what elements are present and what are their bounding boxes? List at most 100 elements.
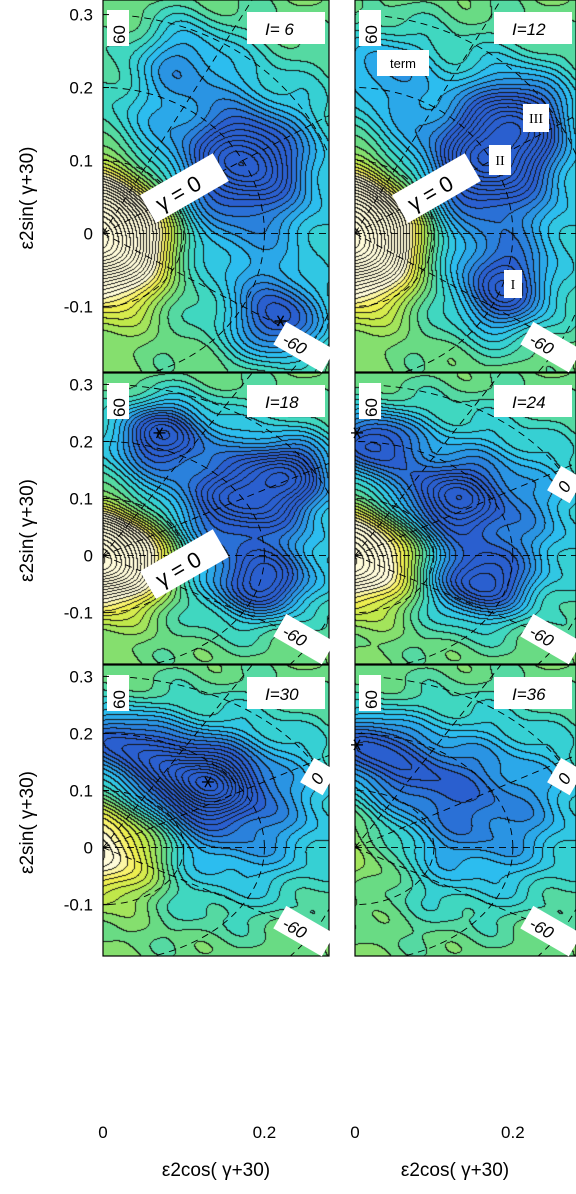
y-tick-label: 0.2 <box>69 79 93 98</box>
annotation-iii: III <box>523 104 549 132</box>
spin-label: I=36 <box>494 677 572 709</box>
y-tick-label: -0.1 <box>64 297 93 316</box>
gamma-60-label: 60 <box>107 675 129 711</box>
energy-surface <box>103 373 329 664</box>
x-axis-label: ε2cos( γ+30) <box>162 1160 270 1181</box>
gamma-zero-label: 0 <box>547 466 576 504</box>
minimum-marker <box>351 739 363 751</box>
spin-label-text: I=12 <box>512 20 546 39</box>
y-tick-label: -0.1 <box>64 896 93 915</box>
beta-circle <box>355 790 435 906</box>
x-tick-label: 0.2 <box>253 1123 277 1142</box>
panel-frame <box>354 372 576 665</box>
gamma-60-label: 60 <box>359 675 381 711</box>
svg-text:60: 60 <box>110 690 129 709</box>
beta-circle <box>103 441 265 664</box>
y-tick-label: 0 <box>84 547 93 566</box>
x-axes: 0 0.2 ε2cos( γ+30) 0 0.2 ε2cos( γ+30) <box>98 1123 524 1181</box>
spin-label: I=24 <box>494 385 572 417</box>
y-tick-label: 0 <box>84 839 93 858</box>
beta-circle <box>355 498 435 614</box>
panel-frame <box>354 664 576 957</box>
gamma-ray <box>103 232 104 234</box>
spin-label-text: I=30 <box>265 685 299 704</box>
panel-frame <box>102 0 330 373</box>
annotation-term: term <box>377 50 429 76</box>
minimum-marker <box>201 776 214 788</box>
beta-circle <box>103 790 185 906</box>
y-tick-label: 0.3 <box>69 667 93 686</box>
y-tick-label: 0.2 <box>69 432 93 451</box>
svg-text:60: 60 <box>362 25 381 44</box>
energy-surface <box>103 665 329 956</box>
y-axis-3: 0.3 0.2 0.1 0 -0.1 ε2sin( γ+30) <box>17 667 109 915</box>
gamma-minus60-label: -60 <box>520 905 576 957</box>
spin-label: I=30 <box>247 677 325 709</box>
y-axes: 0.3 0.2 0.1 0 -0.1 ε2sin( γ+30) 0.3 0.2 0.1 0 -0.1… <box>17 6 109 915</box>
y-tick-label: 0.1 <box>69 490 93 509</box>
panel-frame <box>354 0 576 373</box>
beta-circle <box>355 733 514 956</box>
x-axis-label: ε2cos( γ+30) <box>401 1160 509 1181</box>
gamma-60-label: 60 <box>107 10 129 46</box>
x-tick-label: 0 <box>98 1123 107 1142</box>
gamma-60-label: 60 <box>359 383 381 419</box>
svg-text:I: I <box>511 278 516 293</box>
minimum-marker <box>153 427 166 439</box>
svg-text:II: II <box>495 154 505 169</box>
gamma-ray <box>103 233 329 352</box>
gamma-ray <box>355 233 576 352</box>
panel-1: I= 660-60γ = 0 <box>102 0 335 373</box>
spin-label-text: I= 6 <box>265 20 294 39</box>
svg-text:60: 60 <box>110 398 129 417</box>
svg-text:term: term <box>390 56 416 71</box>
beta-circle <box>103 733 265 956</box>
minimum-marker <box>274 315 287 327</box>
panel-frame <box>102 372 330 665</box>
y-axis-2: 0.3 0.2 0.1 0 -0.1 ε2sin( γ+30) <box>17 375 109 623</box>
annotation-i: I <box>504 270 522 298</box>
x-tick-label: 0.2 <box>501 1123 525 1142</box>
spin-label-text: I=24 <box>512 393 546 412</box>
gamma-zero-label: 0 <box>300 758 337 796</box>
beta-circle <box>355 160 435 307</box>
y-axis-label: ε2sin( γ+30) <box>17 771 38 874</box>
gamma-zero-label: 0 <box>547 758 576 796</box>
spin-label: I=12 <box>494 12 572 44</box>
gamma-minus60-label: -60 <box>273 905 335 957</box>
y-tick-label: 0.1 <box>69 782 93 801</box>
y-tick-label: -0.1 <box>64 604 93 623</box>
panel-5: I=30 60 -60 0 <box>102 664 337 957</box>
panel-6: I=36 60 -60 0 <box>351 664 576 957</box>
annotation-ii: II <box>489 145 511 175</box>
spin-label: I= 6 <box>247 12 325 44</box>
gamma-60-label: 60 <box>359 10 381 46</box>
x-axis-1: 0 0.2 ε2cos( γ+30) <box>98 1123 276 1181</box>
svg-text:III: III <box>529 112 543 127</box>
beta-circle <box>103 87 265 372</box>
y-tick-label: 0.3 <box>69 6 93 25</box>
beta-circle <box>355 87 514 372</box>
y-tick-label: 0 <box>84 224 93 243</box>
svg-text:60: 60 <box>362 690 381 709</box>
beta-circle <box>355 441 514 664</box>
spin-label-text: I=18 <box>265 393 299 412</box>
energy-surface <box>355 373 576 664</box>
y-axis-label: ε2sin( γ+30) <box>17 147 38 250</box>
spin-label-text: I=36 <box>512 685 546 704</box>
y-axis-label: ε2sin( γ+30) <box>17 479 38 582</box>
spin-label: I=18 <box>247 385 325 417</box>
y-tick-label: 0.3 <box>69 375 93 394</box>
x-tick-label: 0 <box>350 1123 359 1142</box>
svg-text:60: 60 <box>110 25 129 44</box>
x-axis-2: 0 0.2 ε2cos( γ+30) <box>350 1123 524 1181</box>
energy-surface <box>355 665 576 956</box>
y-tick-label: 0.2 <box>69 724 93 743</box>
minimum-marker <box>351 427 363 439</box>
svg-text:60: 60 <box>362 398 381 417</box>
